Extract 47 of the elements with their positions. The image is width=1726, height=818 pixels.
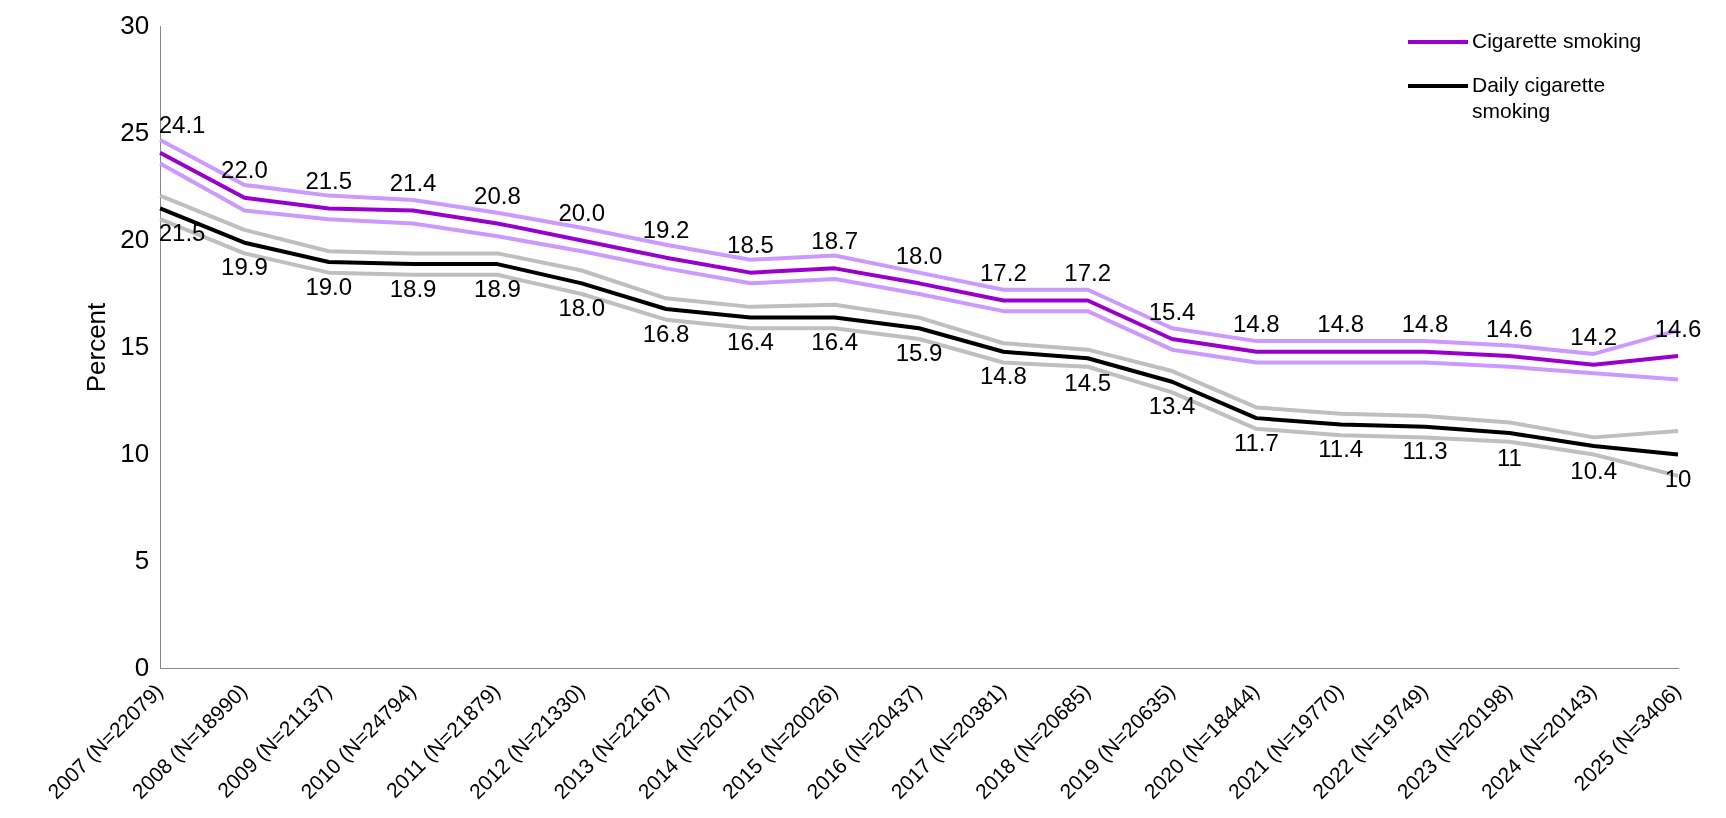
y-tick-label: 25 [120,116,150,147]
y-tick-label: 10 [120,437,150,468]
data-label: 18.7 [811,226,859,254]
legend-label: Daily cigarette smoking [1472,72,1607,124]
y-axis-title: Percent [80,301,111,393]
data-label: 19.0 [305,272,353,300]
data-label: 16.8 [642,319,690,347]
data-label: 17.2 [980,259,1027,287]
data-label: 17.2 [1064,259,1112,287]
data-label: 19.9 [221,253,268,281]
data-label: 13.4 [1148,392,1196,420]
data-label: 18.0 [558,293,606,321]
data-label: 14.5 [1064,368,1112,396]
y-tick-label: 5 [134,544,150,575]
data-label: 20.0 [558,199,606,227]
data-label: 18.5 [727,231,774,259]
y-tick-label: 20 [120,223,150,254]
data-label: 15.9 [895,338,943,366]
data-label: 16.4 [727,328,774,356]
data-label: 11.4 [1318,435,1364,463]
data-label: 14.8 [1233,310,1280,338]
data-label: 19.2 [642,216,690,244]
y-tick-label: 30 [120,9,150,40]
data-label: 11 [1496,443,1522,471]
data-label: 10 [1664,465,1692,493]
data-label: 20.8 [474,182,521,210]
data-label: 14.8 [1401,310,1449,338]
data-label: 11.3 [1402,437,1448,465]
data-label: 18.9 [389,274,437,302]
data-label: 21.4 [389,169,437,197]
data-label: 14.8 [980,362,1027,390]
data-label: 14.6 [1654,314,1702,342]
data-label: 16.4 [811,328,859,356]
data-label: 15.4 [1148,297,1196,325]
data-label: 24.1 [158,111,206,139]
data-label: 21.5 [305,167,353,195]
y-tick-label: 15 [120,330,150,361]
data-label: 14.8 [1317,310,1365,338]
data-label: 14.2 [1570,323,1618,351]
data-label: 18.0 [895,241,943,269]
data-label: 14.6 [1485,314,1533,342]
legend-label: Cigarette smoking [1472,28,1643,54]
data-label: 18.9 [474,274,521,302]
data-label: 11.7 [1233,428,1279,456]
data-label: 10.4 [1570,456,1618,484]
y-tick-label: 0 [134,651,150,682]
data-label: 22.0 [221,156,268,184]
